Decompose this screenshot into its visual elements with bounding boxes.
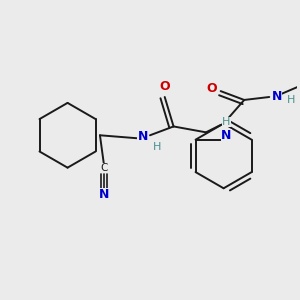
- Text: O: O: [206, 82, 217, 95]
- Text: O: O: [159, 80, 170, 93]
- Text: N: N: [272, 91, 282, 103]
- Text: H: H: [222, 117, 231, 127]
- Text: N: N: [99, 188, 110, 201]
- Text: N: N: [137, 130, 148, 143]
- Text: H: H: [153, 142, 161, 152]
- Text: H: H: [287, 95, 296, 105]
- Text: C: C: [101, 163, 108, 173]
- Text: N: N: [221, 129, 232, 142]
